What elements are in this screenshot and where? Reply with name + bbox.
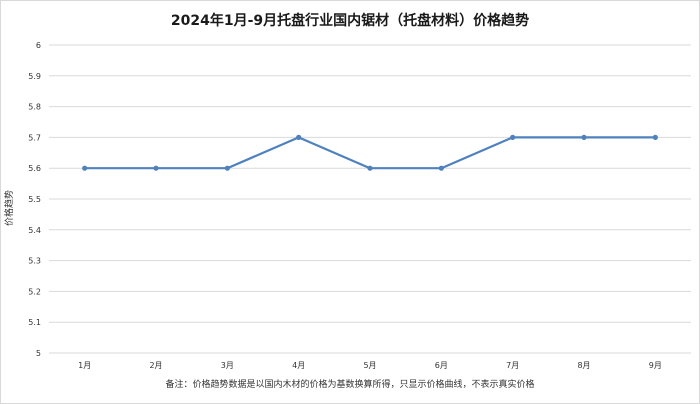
y-tick-label: 5.4 [28,226,41,235]
y-tick-label: 5.8 [28,103,41,112]
x-tick-label: 6月 [435,361,448,370]
x-tick-label: 5月 [363,361,376,370]
data-point [581,134,587,140]
data-point [153,165,159,171]
y-tick-label: 5.5 [28,195,41,204]
x-tick-label: 7月 [506,361,519,370]
y-tick-label: 5 [36,349,41,358]
y-tick-label: 5.3 [28,257,41,266]
y-tick-label: 5.2 [28,287,41,296]
y-tick-label: 5.6 [28,164,41,173]
x-tick-label: 4月 [292,361,305,370]
y-tick-label: 5.7 [28,133,41,142]
y-tick-label: 6 [36,41,41,50]
data-point [82,165,88,171]
data-point [438,165,444,171]
y-tick-label: 5.1 [28,318,41,327]
series-line [83,136,657,170]
x-tick-label: 8月 [577,361,590,370]
chart-title: 2024年1月-9月托盘行业国内锯材（托盘材料）价格趋势 [170,13,530,29]
footnote: 备注：价格趋势数据是以国内木材的价格为基数换算所得，只显示价格曲线，不表示真实价… [165,380,535,390]
data-point [296,134,302,140]
data-point [224,165,230,171]
data-point [652,134,658,140]
data-point [510,134,516,140]
x-tick-label: 9月 [649,361,662,370]
y-tick-label: 5.9 [28,72,41,81]
x-tick-label: 1月 [78,361,91,370]
data-point [367,165,373,171]
x-tick-label: 3月 [221,361,234,370]
x-tick-label: 2月 [149,361,162,370]
